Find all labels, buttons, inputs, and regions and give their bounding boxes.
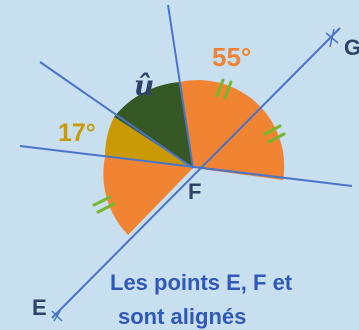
tick-marks-55 [215,78,286,144]
point-label-g: G [344,35,359,60]
point-e-marker [51,310,63,322]
caption-line-2: sont alignés [118,304,247,329]
angle-label-u-hat: û [134,69,154,102]
tick-marks-opposite [92,195,116,214]
angle-sector-opposite [103,157,193,235]
point-g-marker [325,28,339,48]
angle-sector-u [114,82,193,168]
line-vertical [167,4,194,169]
point-label-e: E [32,295,47,320]
line-egf [51,27,341,319]
point-label-f: F [188,179,201,204]
line-upper-left [39,61,194,169]
caption-line-1: Les points E, F et [110,270,293,295]
angle-label-55: 55° [212,42,251,72]
angle-sector-55 [180,80,285,180]
angle-sector-17 [104,117,193,168]
angle-label-17: 17° [58,119,96,147]
line-left-right [19,145,353,187]
